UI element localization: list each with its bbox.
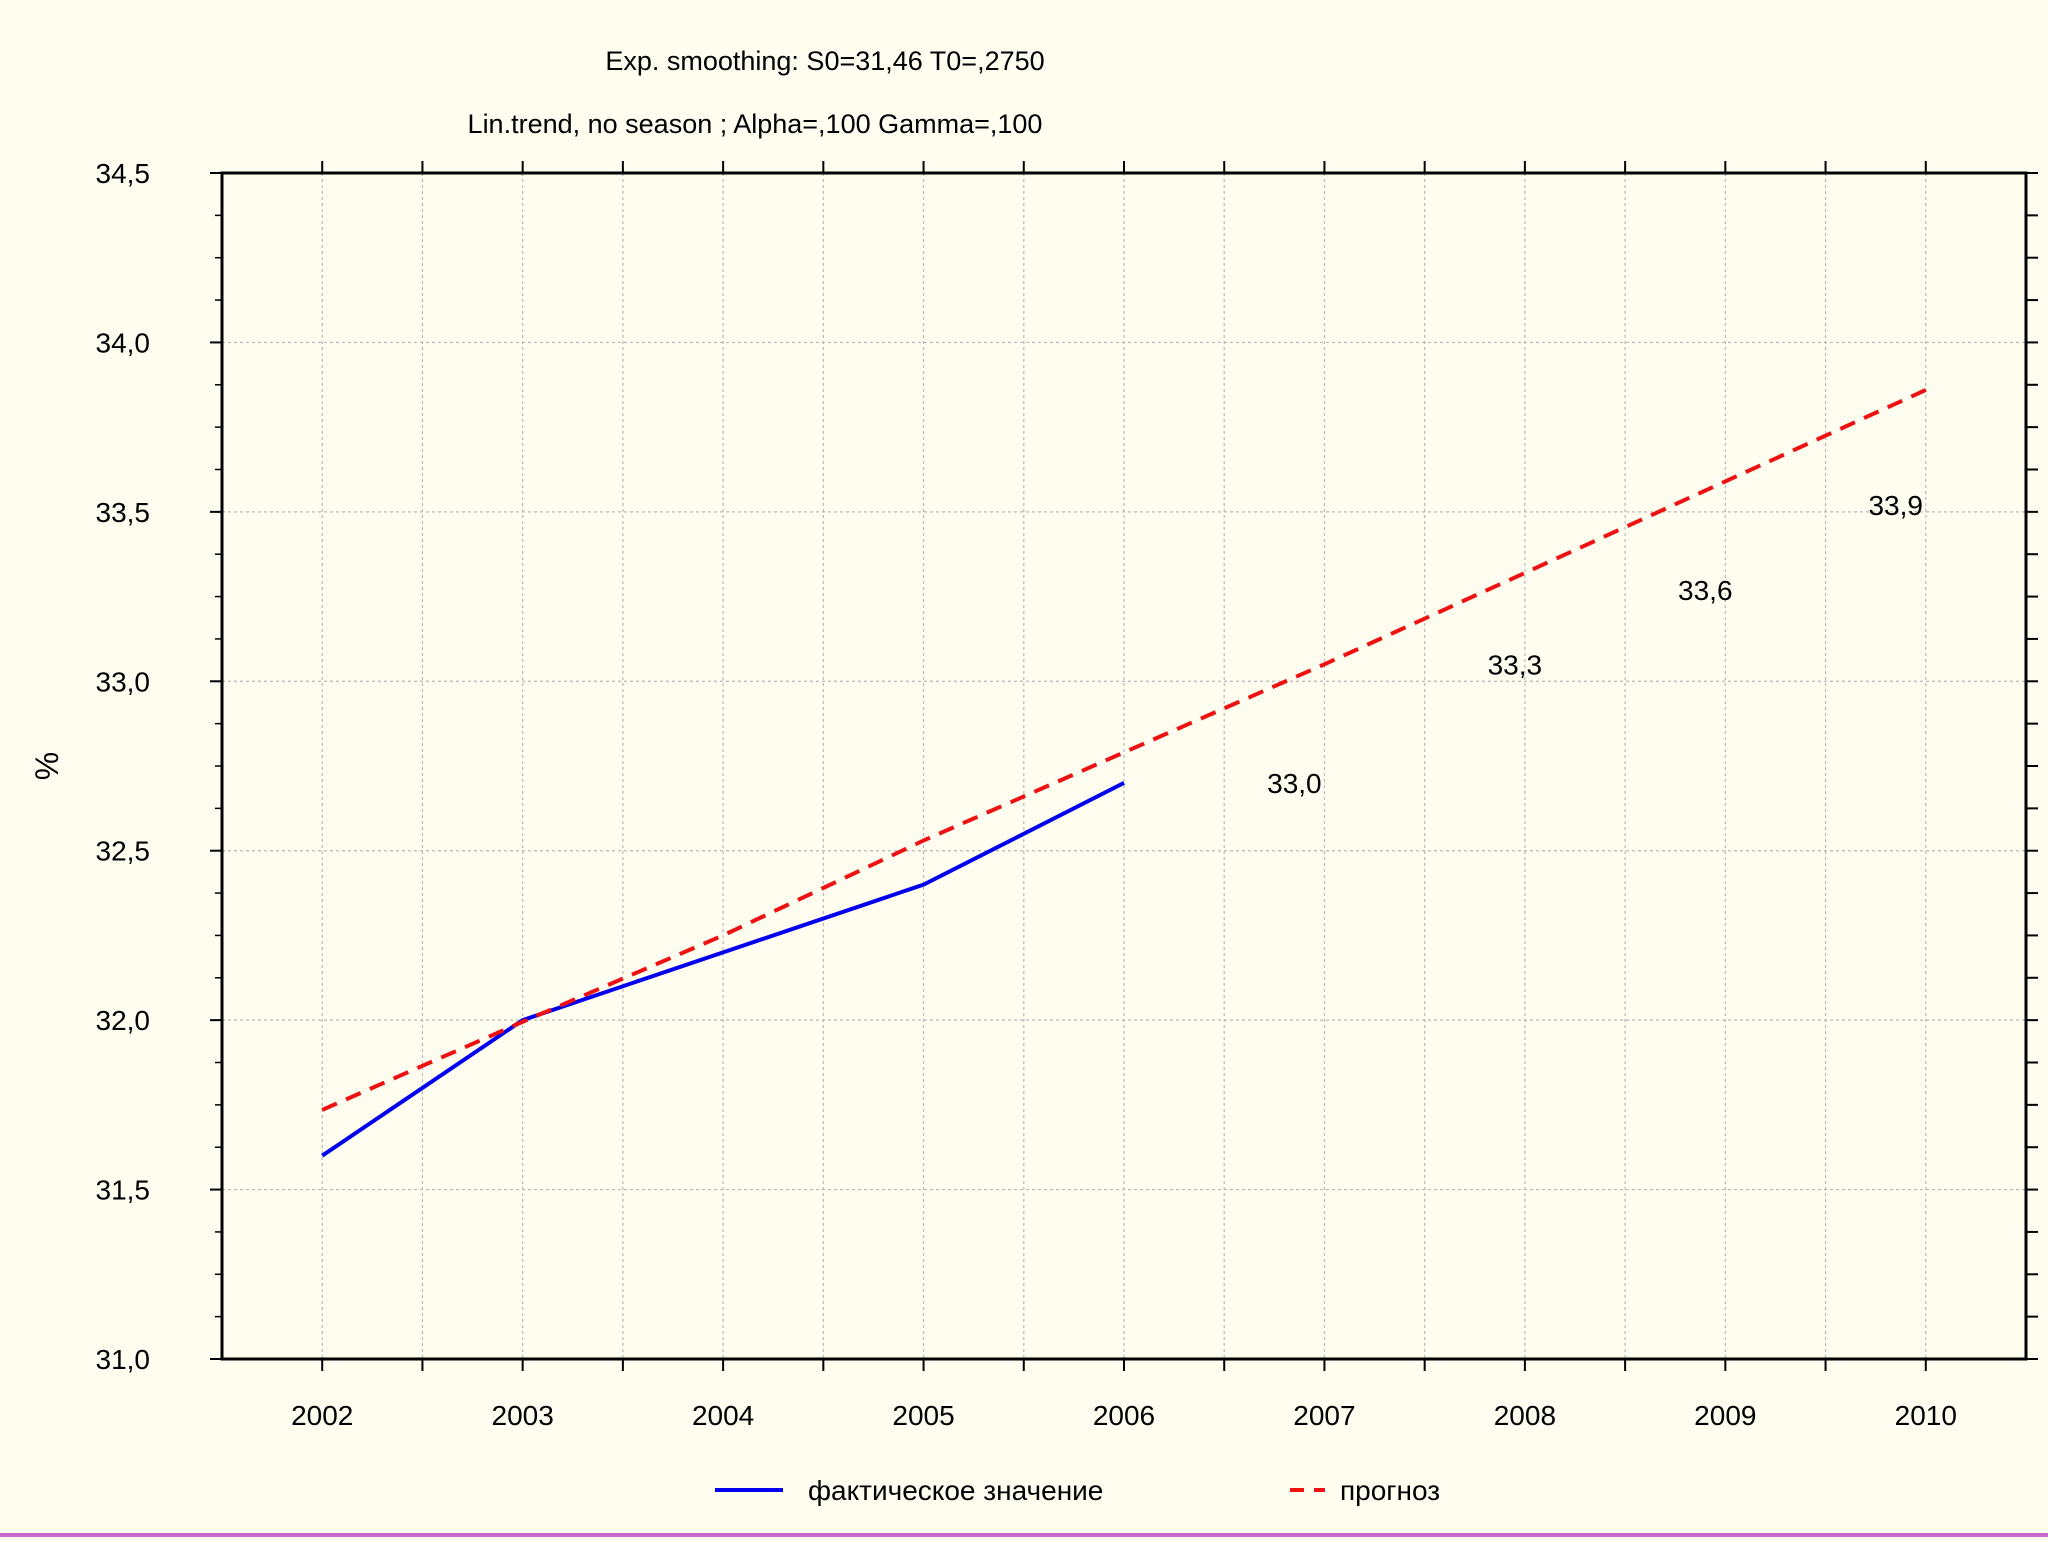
series-line-2 <box>321 388 1927 1112</box>
y-axis-tick-labels: 31,0 31,5 32,0 32,5 33,0 33,5 34,0 34,5 <box>96 158 151 1375</box>
chart-title-line-1: Exp. smoothing: S0=31,46 T0=,2750 <box>605 46 1044 76</box>
legend-label-1: фактическое значение <box>808 1475 1103 1506</box>
x-axis-tick-labels: 2002 2003 2004 2005 2006 2007 2008 2009 2010 <box>291 1400 1957 1431</box>
x-tick-label: 2002 <box>291 1400 353 1431</box>
y-tick-label: 31,0 <box>96 1344 151 1375</box>
chart-title: Exp. smoothing: S0=31,46 T0=,2750 Lin.tr… <box>468 46 1045 139</box>
y-tick-label: 33,5 <box>96 497 151 528</box>
x-tick-label: 2008 <box>1494 1400 1556 1431</box>
y-tick-label: 32,5 <box>96 836 151 867</box>
data-label: 33,3 <box>1488 649 1543 680</box>
legend: фактическое значение прогноз <box>715 1475 1440 1506</box>
x-tick-label: 2006 <box>1093 1400 1155 1431</box>
grid-lines <box>222 173 2026 1359</box>
y-tick-label: 34,0 <box>96 327 151 358</box>
x-tick-label: 2004 <box>692 1400 754 1431</box>
legend-label-2: прогноз <box>1340 1475 1440 1506</box>
data-label: 33,6 <box>1678 575 1733 606</box>
data-annotations: 33,0 33,3 33,6 33,9 <box>1267 490 1923 799</box>
bottom-border <box>0 1533 2048 1537</box>
y-tick-label: 31,5 <box>96 1175 151 1206</box>
y-tick-label: 32,0 <box>96 1005 151 1036</box>
y-tick-label: 33,0 <box>96 666 151 697</box>
x-tick-label: 2010 <box>1895 1400 1957 1431</box>
x-tick-label: 2009 <box>1694 1400 1756 1431</box>
data-series <box>321 388 1927 1158</box>
data-label: 33,9 <box>1868 490 1923 521</box>
x-tick-label: 2007 <box>1293 1400 1355 1431</box>
data-label: 33,0 <box>1267 768 1322 799</box>
chart-title-line-2: Lin.trend, no season ; Alpha=,100 Gamma=… <box>468 109 1043 139</box>
y-tick-label: 34,5 <box>96 158 151 189</box>
y-axis-label: % <box>29 752 65 780</box>
x-tick-label: 2003 <box>492 1400 554 1431</box>
axis-ticks <box>210 161 2038 1371</box>
x-tick-label: 2005 <box>892 1400 954 1431</box>
series-line-1 <box>321 781 1125 1158</box>
